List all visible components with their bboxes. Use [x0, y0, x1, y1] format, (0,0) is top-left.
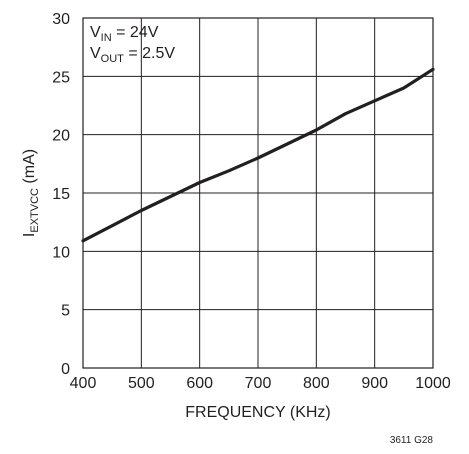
y-tick-label: 15 — [52, 186, 70, 203]
grid — [83, 18, 433, 368]
y-tick-label: 20 — [52, 128, 70, 145]
y-tick-label: 25 — [52, 69, 70, 86]
annotation-vin: VIN = 24V — [90, 24, 159, 44]
y-tick-label: 30 — [52, 11, 70, 28]
x-tick-label: 1000 — [415, 375, 451, 392]
x-tick-label: 900 — [361, 375, 388, 392]
x-tick-label: 700 — [245, 375, 272, 392]
series-line — [81, 67, 435, 243]
x-tick-label: 600 — [186, 375, 213, 392]
x-tick-label: 500 — [128, 375, 155, 392]
annotation-box: VIN = 24V VOUT = 2.5V — [90, 24, 175, 65]
x-tick-label: 800 — [303, 375, 330, 392]
x-tick-labels: 400 500 600 700 800 900 1000 — [70, 375, 451, 392]
annotation-vout: VOUT = 2.5V — [90, 45, 175, 65]
series-layer — [81, 67, 435, 243]
y-axis-title: IEXTVCC (mA) — [21, 149, 41, 237]
y-tick-label: 10 — [52, 244, 70, 261]
y-tick-labels: 0 5 10 15 20 25 30 — [52, 11, 70, 378]
y-tick-label: 5 — [61, 303, 70, 320]
y-tick-label: 0 — [61, 361, 70, 378]
x-axis-title: FREQUENCY (KHz) — [185, 404, 331, 421]
x-tick-label: 400 — [70, 375, 97, 392]
figure-code: 3611 G28 — [390, 435, 434, 446]
